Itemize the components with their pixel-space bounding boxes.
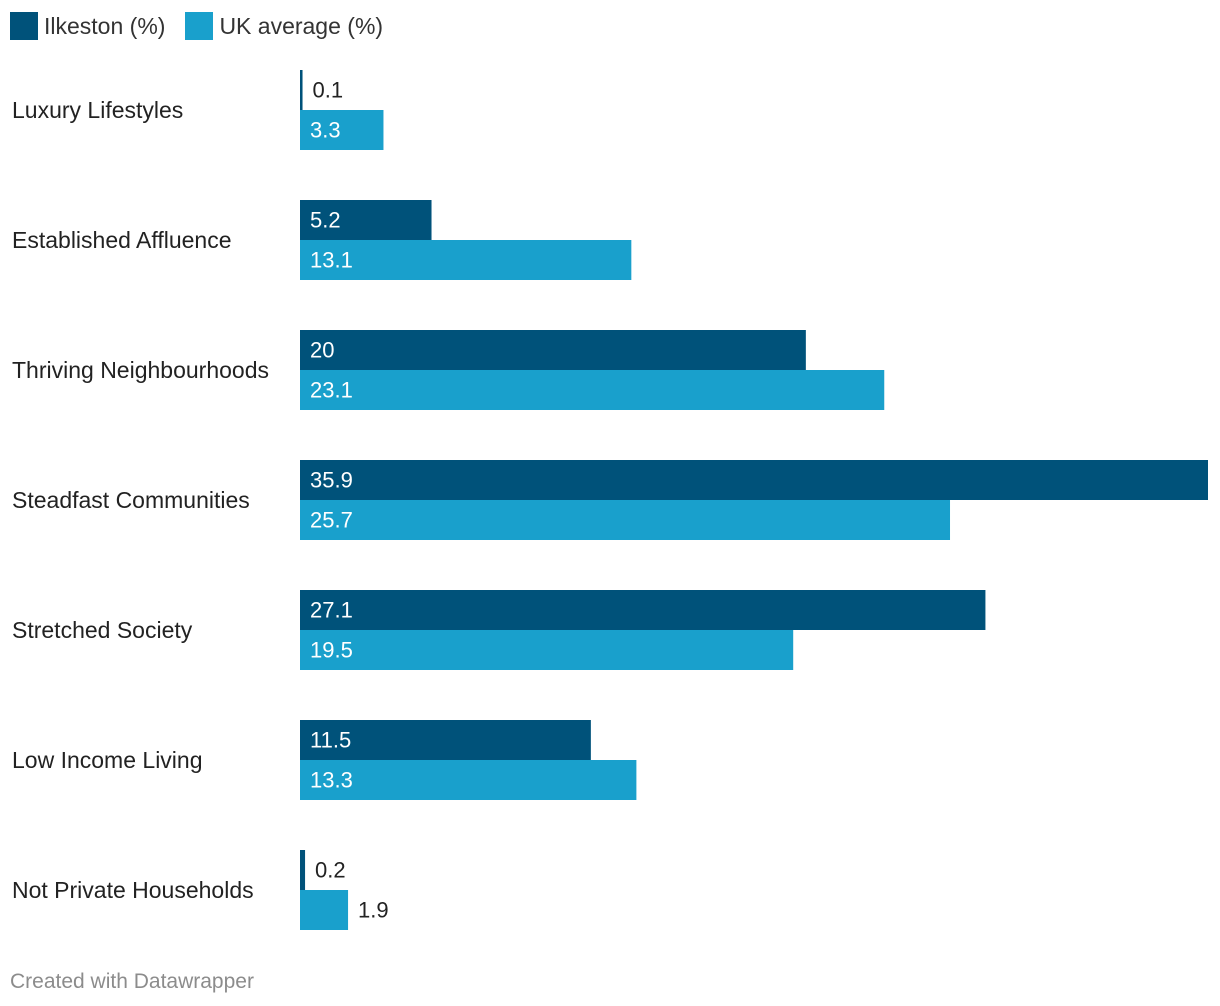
value-label-uk-average-established-affluence: 13.1 (310, 248, 353, 273)
chart-legend: Ilkeston (%) UK average (%) (10, 12, 403, 40)
bar-ilkeston-not-private-households[interactable] (300, 850, 306, 890)
footer-credit[interactable]: Created with Datawrapper (10, 970, 254, 993)
legend-swatch-uk-average (185, 12, 214, 40)
bar-uk-average-luxury-lifestyles[interactable] (300, 110, 384, 150)
bar-ilkeston-low-income-living[interactable] (300, 720, 591, 760)
value-label-uk-average-stretched-society: 19.5 (310, 638, 353, 663)
value-label-uk-average-thriving-neighbourhoods: 23.1 (310, 378, 353, 403)
value-label-uk-average-low-income-living: 13.3 (310, 768, 353, 793)
legend-item-uk-average[interactable]: UK average (%) (185, 12, 383, 40)
legend-label-uk-average: UK average (%) (219, 12, 384, 39)
bar-ilkeston-stretched-society[interactable] (300, 590, 986, 630)
bar-uk-average-established-affluence[interactable] (300, 240, 632, 280)
bar-uk-average-steadfast-communities[interactable] (300, 500, 951, 540)
category-label-low-income-living: Low Income Living (12, 747, 203, 773)
value-label-ilkeston-established-affluence: 5.2 (310, 208, 341, 233)
value-label-uk-average-steadfast-communities: 25.7 (310, 508, 353, 533)
bar-uk-average-not-private-households[interactable] (300, 890, 349, 930)
value-label-uk-average-luxury-lifestyles: 3.3 (310, 118, 341, 143)
bar-uk-average-low-income-living[interactable] (300, 760, 637, 800)
category-label-not-private-households: Not Private Households (12, 877, 254, 903)
bar-ilkeston-thriving-neighbourhoods[interactable] (300, 330, 806, 370)
legend-label-ilkeston: Ilkeston (%) (44, 12, 166, 39)
legend-swatch-ilkeston (10, 12, 38, 40)
category-label-stretched-society: Stretched Society (12, 617, 193, 643)
value-label-uk-average-not-private-households: 1.9 (358, 898, 389, 923)
value-label-ilkeston-not-private-households: 0.2 (315, 858, 346, 883)
bar-uk-average-stretched-society[interactable] (300, 630, 794, 670)
value-label-ilkeston-steadfast-communities: 35.9 (310, 468, 353, 493)
category-label-steadfast-communities: Steadfast Communities (12, 487, 250, 513)
value-label-ilkeston-stretched-society: 27.1 (310, 598, 353, 623)
value-label-ilkeston-low-income-living: 11.5 (310, 728, 351, 753)
category-label-luxury-lifestyles: Luxury Lifestyles (12, 97, 183, 123)
bar-ilkeston-steadfast-communities[interactable] (300, 460, 1208, 500)
category-label-thriving-neighbourhoods: Thriving Neighbourhoods (12, 357, 269, 383)
bar-ilkeston-established-affluence[interactable] (300, 200, 432, 240)
value-label-ilkeston-thriving-neighbourhoods: 20 (310, 338, 334, 363)
bar-chart: Luxury Lifestyles 0.1 3.3 Established Afflu… (12, 70, 1208, 930)
category-label-established-affluence: Established Affluence (12, 227, 232, 253)
bar-ilkeston-luxury-lifestyles[interactable] (300, 70, 303, 110)
value-label-ilkeston-luxury-lifestyles: 0.1 (313, 78, 344, 103)
bar-uk-average-thriving-neighbourhoods[interactable] (300, 370, 885, 410)
legend-item-ilkeston[interactable]: Ilkeston (%) (10, 12, 165, 40)
